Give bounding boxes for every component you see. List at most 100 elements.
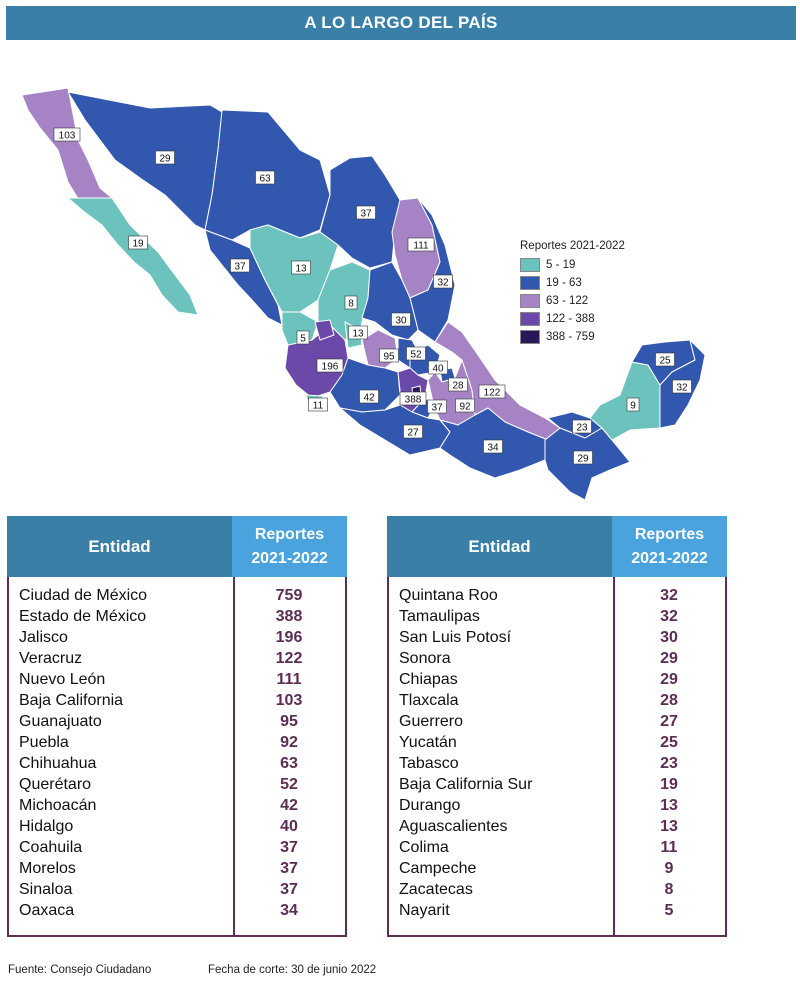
map-label-box [433, 274, 453, 289]
table-row: Hidalgo 40 [9, 816, 345, 837]
table-row: Morelos 37 [9, 858, 345, 879]
map-label-aguascalientes: 13 [348, 325, 368, 340]
report-count: 34 [280, 901, 298, 919]
map-label-hidalgo: 40 [428, 360, 448, 375]
legend-label: 63 - 122 [546, 295, 589, 307]
report-count: 32 [660, 586, 678, 604]
table-row: Oaxaca 34 [9, 900, 345, 921]
table-header: Entidad Reportes 2021-2022 [387, 516, 727, 577]
map-label-box [428, 360, 448, 375]
map-label-value: 25 [659, 356, 671, 367]
map-label-sinaloa: 37 [230, 258, 250, 273]
report-count: 388 [275, 607, 303, 625]
map-label-box [53, 127, 81, 142]
legend-label: 122 - 388 [546, 313, 595, 325]
entity-name: Tamaulipas [399, 607, 480, 625]
map-label-box [155, 150, 175, 165]
map-label-box [296, 330, 310, 345]
table-row: Quintana Roo 32 [389, 585, 725, 606]
column-header-reports-line2: 2021-2022 [251, 549, 328, 567]
map-label-box [379, 348, 399, 363]
legend-swatch [520, 294, 540, 308]
map-label-box [344, 295, 358, 310]
report-count: 37 [280, 880, 298, 898]
map-label-value: 103 [59, 131, 76, 142]
report-count: 92 [280, 733, 298, 751]
map-label-value: 37 [234, 262, 246, 273]
map-label-michoac-n: 42 [359, 389, 379, 404]
entity-name: Ciudad de México [19, 586, 148, 604]
table-rows: Ciudad de México 759 Estado de México 388 Ja… [9, 577, 345, 921]
map-label-box [128, 235, 148, 250]
report-count: 13 [660, 796, 678, 814]
map-label-box [407, 237, 435, 252]
column-header-entity: Entidad [7, 516, 232, 577]
reports-table-left: Entidad Reportes 2021-2022 Ciudad de Méx… [7, 516, 347, 937]
map-label-oaxaca: 34 [483, 439, 503, 454]
map-label-box [230, 258, 250, 273]
table-row: Nuevo León 111 [9, 669, 345, 690]
map-label-value: 11 [313, 401, 324, 412]
map-label-chiapas: 29 [573, 450, 593, 465]
map-label-value: 32 [437, 278, 449, 289]
report-count: 30 [660, 628, 678, 646]
map-label-value: 9 [630, 401, 636, 412]
map-label-tabasco: 23 [572, 419, 592, 434]
report-count: 29 [660, 649, 678, 667]
map-label-box [391, 312, 411, 327]
map-label-box [356, 205, 376, 220]
table-row: Tabasco 23 [389, 753, 725, 774]
map-label-estado-de-m-xico: 388 [399, 391, 427, 406]
map-label-value: 37 [431, 403, 443, 414]
report-count: 27 [660, 712, 678, 730]
legend-title: Reportes 2021-2022 [520, 240, 625, 252]
entity-name: Nayarit [399, 901, 450, 919]
footer-cutoff: Fecha de corte: 30 de junio 2022 [208, 964, 377, 976]
map-label-value: 388 [405, 395, 422, 406]
map-label-value: 27 [407, 428, 419, 439]
column-header-reports-line1: Reportes [634, 525, 705, 543]
entity-name: Puebla [19, 733, 69, 751]
column-divider [233, 577, 235, 935]
table-row: Querétaro 52 [9, 774, 345, 795]
map-label-box [291, 260, 311, 275]
map-label-value: 111 [413, 241, 429, 252]
entity-name: Aguascalientes [399, 817, 508, 835]
report-count: 196 [275, 628, 303, 646]
entity-name: Nuevo León [19, 670, 106, 688]
column-header-reports-line1: Reportes [254, 525, 325, 543]
table-body: Quintana Roo 32 Tamaulipas 32 San Luis Potos… [387, 577, 727, 937]
report-count: 95 [280, 712, 298, 730]
table-row: Ciudad de México 759 [9, 585, 345, 606]
map-label-value: 122 [484, 388, 501, 399]
report-count: 19 [660, 775, 678, 793]
state-sinaloa [204, 229, 283, 326]
table-row: Yucatán 25 [389, 732, 725, 753]
map-label-box [448, 377, 468, 392]
report-count: 103 [275, 691, 303, 709]
map-label-box [348, 325, 368, 340]
legend-label: 5 - 19 [546, 259, 576, 271]
entity-name: Sonora [399, 649, 451, 667]
entity-name: Oaxaca [19, 901, 75, 919]
column-divider [613, 577, 615, 935]
map-label-value: 5 [300, 334, 306, 345]
map-label-value: 23 [576, 423, 588, 434]
entity-name: Querétaro [19, 775, 92, 793]
section-title-banner: A LO LARGO DEL PAÍS [6, 6, 796, 40]
reports-table-right: Entidad Reportes 2021-2022 Quintana Roo 3… [387, 516, 727, 937]
entity-name: Chihuahua [19, 754, 97, 772]
state-tamaulipas [409, 197, 456, 343]
entity-name: Zacatecas [399, 880, 473, 898]
map-label-durango: 13 [291, 260, 311, 275]
table-row: Colima 11 [389, 837, 725, 858]
table-row: Chihuahua 63 [9, 753, 345, 774]
column-header-reports: Reportes 2021-2022 [232, 516, 347, 577]
legend-swatch [520, 312, 540, 326]
map-label-value: 42 [363, 393, 375, 404]
legend-item: 388 - 759 [520, 328, 625, 346]
entity-name: Chiapas [399, 670, 458, 688]
table-rows: Quintana Roo 32 Tamaulipas 32 San Luis Potos… [389, 577, 725, 921]
map-value-labels: 103 29 63 37 111 32 19 37 13 8 30 5 13 95 52 40 196 11 42 3… [53, 127, 692, 465]
entity-name: Coahuila [19, 838, 83, 856]
